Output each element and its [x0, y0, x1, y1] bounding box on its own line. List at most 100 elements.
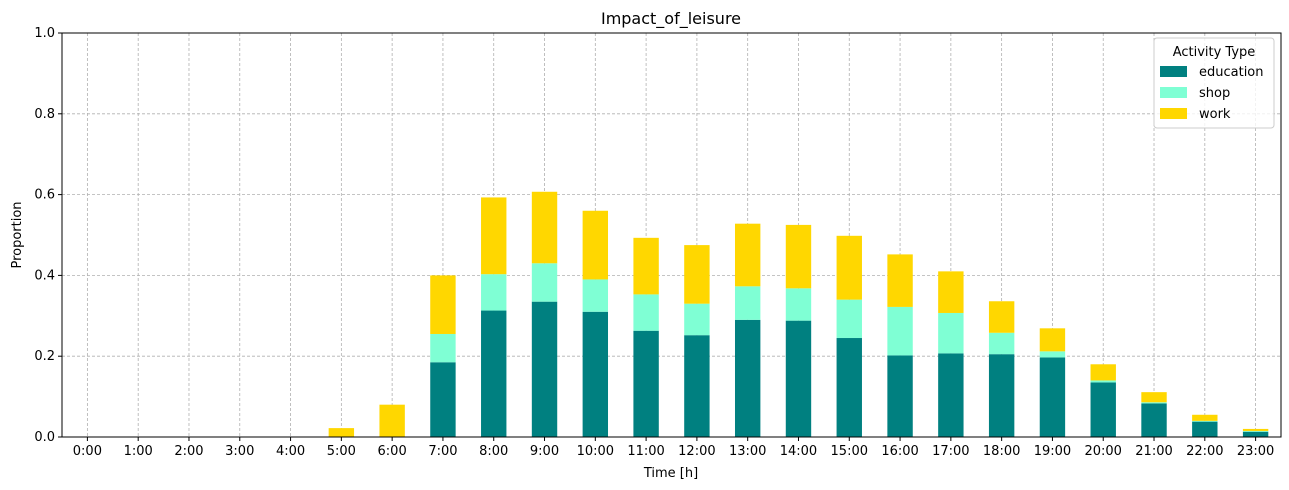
bar-work — [481, 197, 507, 275]
legend-label-education: education — [1199, 65, 1264, 80]
bar-shop — [531, 263, 558, 302]
y-axis-label: Proportion — [10, 201, 25, 268]
x-tick-label: 11:00 — [627, 444, 664, 459]
bar-shop — [481, 274, 507, 311]
bar-shop — [684, 303, 710, 336]
bar-shop — [1242, 430, 1269, 432]
legend-title: Activity Type — [1173, 45, 1256, 60]
bar-layer — [328, 191, 1269, 437]
bar-education — [1192, 421, 1218, 437]
bar-work — [633, 237, 659, 295]
bar-education — [1039, 357, 1066, 437]
bar-education — [1141, 403, 1167, 437]
legend: Activity Type education shop work — [1153, 37, 1275, 129]
x-tick-label: 13:00 — [729, 444, 766, 459]
x-tick-label: 18:00 — [983, 444, 1020, 459]
bar-work — [582, 210, 609, 280]
bar-education — [582, 311, 609, 437]
chart-title: Impact_of_leisure — [601, 9, 741, 29]
bar-education — [785, 320, 812, 437]
y-tick-label: 0.0 — [34, 430, 55, 445]
x-tick-label: 10:00 — [577, 444, 614, 459]
bar-education — [887, 355, 913, 437]
bar-shop — [633, 294, 659, 331]
x-tick-label: 3:00 — [225, 444, 254, 459]
legend-swatch-shop — [1160, 87, 1187, 98]
bar-shop — [988, 332, 1015, 355]
bar-education — [1090, 382, 1116, 437]
x-tick-label: 12:00 — [678, 444, 715, 459]
x-tick-label: 19:00 — [1034, 444, 1071, 459]
bar-work — [379, 404, 405, 437]
y-tick-label: 0.6 — [34, 188, 55, 203]
legend-swatch-work — [1160, 108, 1187, 119]
legend-swatch-education — [1160, 66, 1187, 77]
bar-work — [938, 271, 964, 313]
bar-education — [938, 353, 964, 437]
bar-work — [430, 275, 456, 334]
bar-work — [531, 191, 558, 264]
bar-work — [988, 301, 1015, 333]
bar-shop — [785, 288, 812, 321]
bar-education — [531, 301, 558, 437]
y-tick-label: 0.2 — [34, 349, 55, 364]
x-tick-label: 0:00 — [73, 444, 102, 459]
x-tick-label: 6:00 — [378, 444, 407, 459]
bar-work — [887, 254, 913, 307]
bar-work — [1090, 364, 1116, 381]
plot-frame — [61, 32, 1282, 438]
bar-work — [1141, 392, 1167, 403]
x-tick-label: 20:00 — [1084, 444, 1121, 459]
bar-education — [734, 319, 761, 437]
bar-work — [1242, 428, 1269, 431]
axis-layer: 0.0 0.2 0.4 0.6 0.8 1.0 0:00 1:00 2:00 3:00 4:00 5:… — [34, 26, 1282, 459]
bar-work — [785, 224, 812, 289]
bar-education — [1242, 431, 1269, 437]
bar-shop — [1090, 380, 1116, 383]
bar-education — [481, 310, 507, 437]
bar-education — [836, 338, 862, 437]
bar-shop — [887, 306, 913, 356]
bar-work — [734, 223, 761, 287]
bar-work — [1192, 414, 1218, 421]
bar-shop — [938, 312, 964, 354]
x-tick-label: 2:00 — [174, 444, 203, 459]
bar-education — [430, 362, 456, 437]
legend-label-shop: shop — [1199, 86, 1230, 101]
y-tick-label: 0.4 — [34, 268, 55, 283]
bar-education — [988, 354, 1015, 437]
bar-work — [684, 245, 710, 304]
x-tick-label: 23:00 — [1237, 444, 1274, 459]
bar-shop — [836, 299, 862, 339]
bar-education — [684, 335, 710, 437]
bar-shop — [582, 279, 609, 312]
x-tick-label: 22:00 — [1186, 444, 1223, 459]
x-tick-label: 16:00 — [881, 444, 918, 459]
bar-shop — [1141, 402, 1167, 404]
bar-shop — [1192, 420, 1218, 422]
legend-label-work: work — [1199, 107, 1231, 122]
y-tick-label: 1.0 — [34, 26, 55, 41]
bar-shop — [430, 333, 456, 363]
x-tick-label: 8:00 — [479, 444, 508, 459]
x-tick-label: 4:00 — [276, 444, 305, 459]
bar-education — [633, 330, 659, 437]
y-tick-label: 0.8 — [34, 107, 55, 122]
legend-box — [1153, 37, 1275, 129]
x-tick-label: 17:00 — [932, 444, 969, 459]
x-tick-label: 14:00 — [780, 444, 817, 459]
x-axis-label: Time [h] — [643, 466, 698, 481]
x-tick-label: 9:00 — [530, 444, 559, 459]
x-tick-label: 1:00 — [124, 444, 153, 459]
bar-shop — [734, 286, 761, 320]
x-tick-label: 5:00 — [327, 444, 356, 459]
x-tick-label: 21:00 — [1135, 444, 1172, 459]
x-tick-label: 7:00 — [428, 444, 457, 459]
x-tick-label: 15:00 — [831, 444, 868, 459]
bar-work — [328, 428, 355, 437]
bar-shop — [1039, 351, 1066, 358]
bar-work — [1039, 328, 1066, 352]
bar-work — [836, 235, 862, 300]
